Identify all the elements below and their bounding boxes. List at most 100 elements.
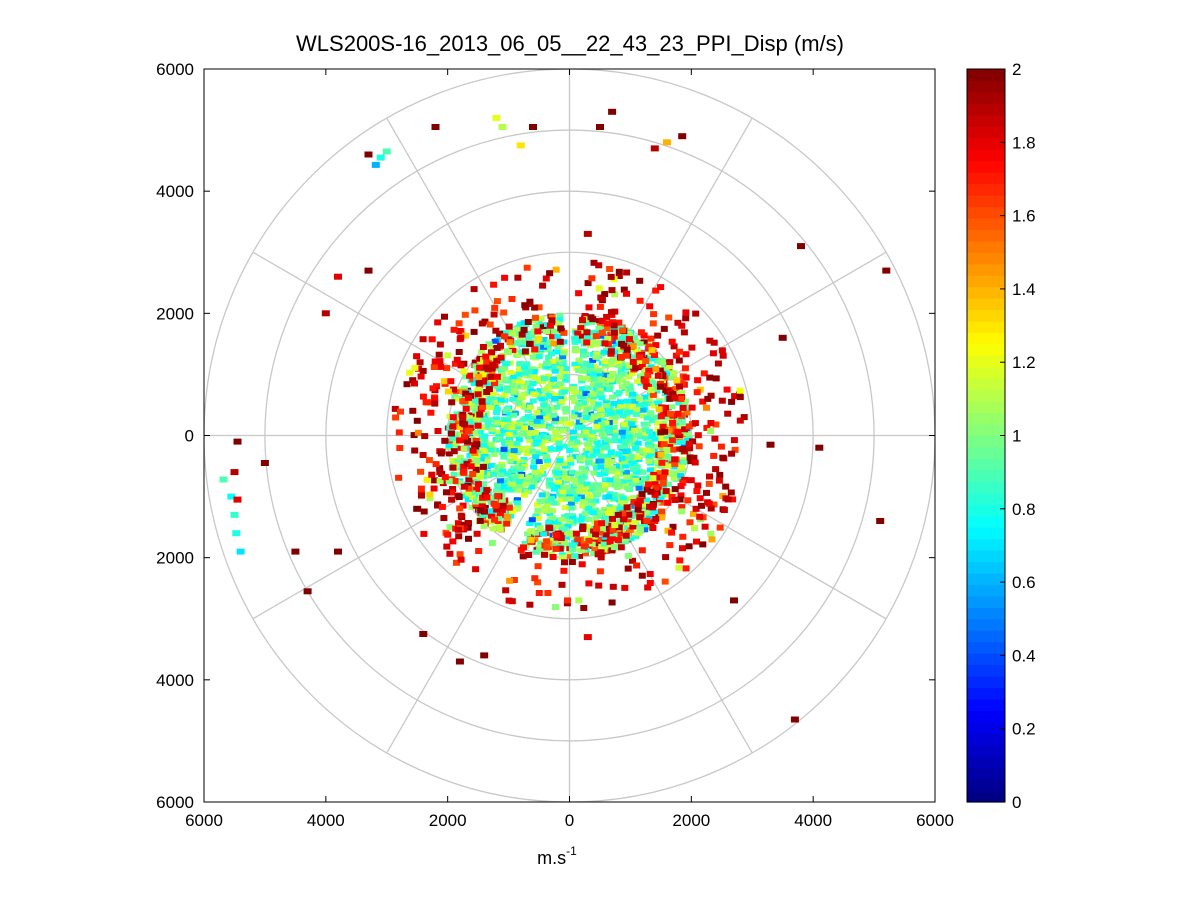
data-cell xyxy=(677,483,685,490)
data-cell xyxy=(505,431,513,437)
data-cell xyxy=(584,441,592,447)
y-tick-label: 6000 xyxy=(156,793,194,812)
data-cell xyxy=(480,481,488,487)
data-cell xyxy=(686,445,694,452)
data-cell xyxy=(546,270,554,277)
data-cell xyxy=(640,421,648,427)
data-cell xyxy=(437,450,445,457)
data-cell xyxy=(423,476,431,483)
data-cell xyxy=(636,494,644,501)
data-cell xyxy=(620,500,628,506)
data-cell xyxy=(669,425,677,432)
data-cell xyxy=(571,348,579,354)
data-cell xyxy=(653,459,661,465)
data-cell xyxy=(641,426,649,432)
data-cell xyxy=(633,562,641,569)
data-cell xyxy=(419,393,427,400)
data-cell xyxy=(524,319,532,325)
data-cell xyxy=(566,447,574,453)
data-cell xyxy=(574,541,582,547)
data-cell xyxy=(589,316,597,323)
data-cell xyxy=(729,496,737,503)
data-cell xyxy=(480,522,488,529)
data-cell xyxy=(581,412,589,418)
data-cell xyxy=(641,527,649,533)
data-cell xyxy=(524,384,532,390)
data-cell xyxy=(615,347,623,353)
sparse-return xyxy=(766,441,775,448)
data-cell xyxy=(494,383,501,389)
data-cell xyxy=(530,464,538,470)
data-cell xyxy=(657,495,665,500)
data-cell xyxy=(513,433,521,439)
data-cell xyxy=(429,385,437,392)
data-cell xyxy=(641,398,649,404)
data-cell xyxy=(594,550,602,557)
data-cell xyxy=(631,398,639,404)
data-cell xyxy=(523,361,531,367)
x-tick-label: 6000 xyxy=(185,811,223,830)
data-cell xyxy=(525,380,533,386)
data-cell xyxy=(534,507,542,513)
data-cell xyxy=(595,262,603,269)
data-cell xyxy=(548,351,555,357)
sparse-return xyxy=(663,139,671,146)
data-cell xyxy=(610,430,618,436)
data-cell xyxy=(464,497,472,503)
data-cell xyxy=(691,420,699,427)
data-cell xyxy=(567,496,575,502)
data-cell xyxy=(619,413,627,419)
data-cell xyxy=(600,541,608,547)
data-cell xyxy=(512,340,520,346)
data-cell xyxy=(678,390,686,396)
data-cell xyxy=(662,554,670,561)
data-cell xyxy=(656,383,664,390)
data-cell xyxy=(535,590,543,596)
data-cell xyxy=(608,362,616,368)
data-cell xyxy=(577,494,585,500)
data-cell xyxy=(604,513,612,519)
x-axis-label-exponent: -1 xyxy=(566,844,577,858)
data-cell xyxy=(525,552,533,558)
data-cell xyxy=(641,394,649,400)
data-cell xyxy=(534,328,542,335)
data-cell xyxy=(620,516,628,523)
data-cell xyxy=(716,524,724,531)
data-cell xyxy=(583,414,591,420)
data-cell xyxy=(614,359,622,364)
data-cell xyxy=(487,513,495,519)
data-cell xyxy=(464,394,472,401)
data-cell xyxy=(601,412,609,417)
data-cell xyxy=(652,509,660,515)
data-cell xyxy=(553,404,561,410)
data-cell xyxy=(575,412,583,418)
colorbar-band xyxy=(967,160,1005,173)
data-cell xyxy=(567,505,575,511)
data-cell xyxy=(645,455,653,461)
colorbar-band xyxy=(967,149,1005,162)
data-cell xyxy=(630,466,637,472)
colorbar-tick-label: 1.6 xyxy=(1012,207,1036,226)
data-cell xyxy=(610,438,618,444)
data-cell xyxy=(598,458,605,464)
data-cell xyxy=(568,395,576,400)
data-cell xyxy=(646,303,654,310)
data-cell xyxy=(598,296,606,302)
data-cell xyxy=(526,521,534,526)
data-cell xyxy=(538,472,545,477)
data-cell xyxy=(468,400,476,406)
data-cell xyxy=(501,438,508,444)
data-cell xyxy=(707,420,715,426)
data-cell xyxy=(583,435,591,441)
data-cell xyxy=(693,389,701,396)
data-cell xyxy=(403,381,411,388)
data-cell xyxy=(629,557,636,564)
sparse-return xyxy=(371,161,380,168)
data-cell xyxy=(495,516,503,522)
data-cell xyxy=(659,423,667,430)
data-cell xyxy=(446,524,454,531)
data-cell xyxy=(471,307,479,314)
colorbar-band xyxy=(967,69,1005,82)
data-cell xyxy=(559,489,567,495)
data-cell xyxy=(444,352,452,359)
